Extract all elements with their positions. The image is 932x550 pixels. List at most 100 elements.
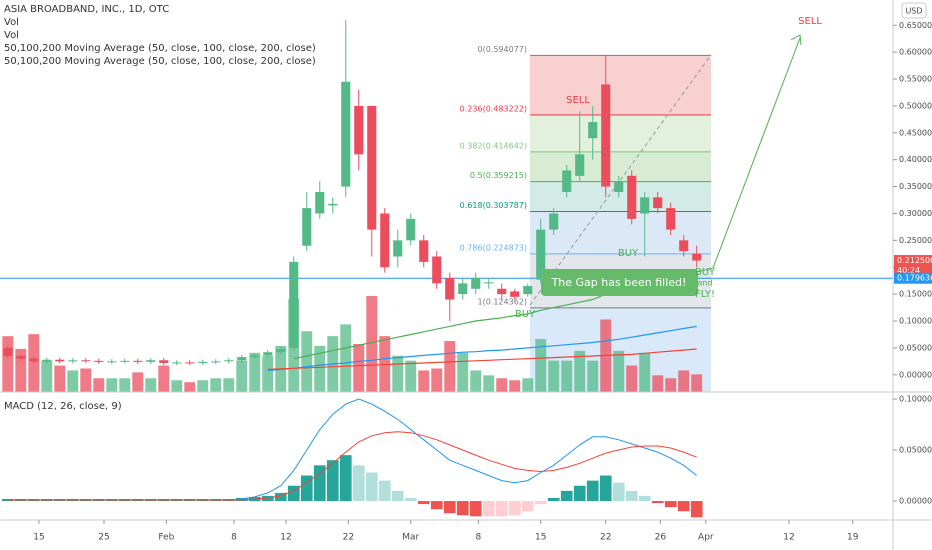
volume-bar [158, 365, 170, 392]
fib-label: 0(0.594077) [477, 45, 527, 54]
candle-body [471, 278, 481, 289]
currency-box[interactable] [901, 2, 927, 19]
candle-body [341, 81, 351, 187]
volume-bar [80, 368, 92, 392]
macd-histogram-bar [469, 501, 482, 517]
volume-bar [548, 360, 560, 392]
candle-body [133, 360, 143, 362]
macd-histogram-bar [482, 501, 495, 517]
price-tag [894, 255, 932, 278]
x-tick-label: Feb [158, 533, 174, 543]
volume-bar [106, 378, 118, 392]
x-tick-label: Mar [402, 533, 419, 543]
x-tick-label: 15 [33, 533, 44, 543]
volume-bar [574, 350, 586, 392]
currency: USD [905, 7, 922, 16]
candle-body [640, 197, 650, 214]
macd-histogram-bar [547, 497, 560, 502]
candle-body [211, 361, 221, 363]
volume-bar [301, 331, 313, 392]
macd-histogram-bar [313, 465, 326, 502]
candle-body [55, 359, 65, 362]
volume-bar [366, 295, 378, 392]
candle-body [263, 352, 273, 356]
volume-bar [93, 378, 105, 392]
fib-zone [530, 55, 711, 115]
x-tick-label: 15 [535, 533, 546, 543]
fib-label: 0.618(0.303787) [460, 201, 527, 210]
macd-histogram-bar [404, 497, 417, 502]
volume-bar [340, 324, 352, 392]
candle-body [393, 240, 403, 257]
candle-body [29, 358, 39, 362]
candle-body [666, 208, 676, 230]
macd-histogram-bar [612, 482, 625, 502]
candle-body [185, 362, 195, 364]
candle-body [42, 359, 52, 362]
x-tick-label: Apr [698, 533, 714, 543]
macd-histogram-bar [378, 480, 391, 502]
candle-body [419, 240, 429, 262]
macd-histogram-bar [638, 495, 651, 502]
candle-body [510, 291, 520, 297]
buy-note: BUY [515, 309, 536, 320]
sell-note: SELL [798, 16, 822, 27]
x-tick-label: 19 [847, 533, 859, 543]
candle-body [523, 286, 533, 295]
macd-histogram-bar [651, 501, 664, 504]
candle-body [81, 360, 91, 362]
x-tick-label: 8 [231, 533, 237, 543]
candle-body [120, 360, 130, 362]
candle-body [549, 213, 559, 230]
candle-body [276, 348, 286, 353]
candle-body [458, 283, 468, 295]
candle-body [328, 203, 338, 206]
macd-histogram-bar [573, 485, 586, 502]
candle-body [367, 105, 377, 230]
candle-body [159, 360, 169, 363]
candle-body [627, 175, 637, 219]
candle-body [68, 360, 78, 362]
macd-histogram-bar [1, 498, 14, 502]
macd-histogram-bar [599, 475, 612, 502]
candle-body [16, 355, 26, 359]
candle-body [354, 105, 364, 155]
volume-bar [197, 380, 209, 392]
x-tick-label: 22 [343, 533, 354, 543]
macd-histogram-bar [508, 501, 521, 516]
volume-bar [171, 380, 183, 392]
price-tag [894, 272, 932, 284]
sell-note: SELL [566, 95, 590, 106]
volume-bar [249, 352, 261, 392]
macd-histogram-bar [339, 455, 352, 502]
candle-body [146, 360, 156, 362]
volume-bar [262, 355, 274, 392]
macd-histogram-bar [495, 501, 508, 517]
macd-histogram-bar [326, 460, 339, 502]
symbol-title: ASIA BROADBAND, INC., 1D, OTC [4, 4, 169, 15]
candle-body [250, 355, 260, 358]
macd-histogram-bar [287, 485, 300, 502]
macd-histogram-bar [664, 501, 677, 508]
buy-note: and [697, 279, 712, 288]
fib-zone [530, 151, 711, 182]
candle-body [94, 360, 104, 362]
macd-histogram-bar [417, 501, 430, 505]
projection-arrow [696, 37, 801, 273]
candle-body [653, 197, 663, 209]
candle-body [614, 181, 624, 192]
moving-average [267, 325, 697, 372]
macd-histogram-bar [274, 492, 287, 502]
volume-bar [145, 378, 157, 392]
